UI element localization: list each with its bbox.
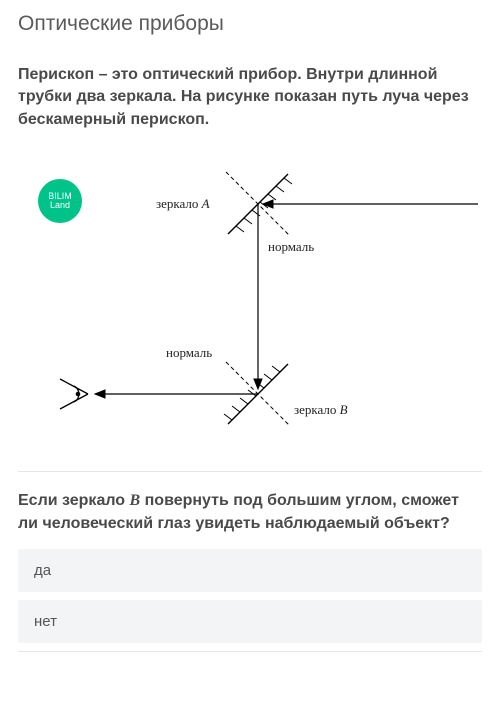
label-mirror-a-letter: A — [202, 196, 210, 211]
answer-yes-button[interactable]: да — [18, 549, 482, 592]
label-mirror-b-letter: B — [340, 402, 348, 417]
periscope-diagram: BILIM Land — [18, 149, 482, 449]
bottom-divider — [18, 651, 482, 652]
question-letter: B — [130, 492, 141, 509]
label-normal-b: нормаль — [166, 345, 212, 361]
question-text: Если зеркало B повернуть под большим угл… — [18, 471, 482, 535]
ray-diagram-svg — [18, 149, 482, 449]
problem-description: Перископ – это оптический прибор. Внутри… — [18, 64, 482, 131]
label-mirror-b-text: зеркало — [294, 402, 340, 417]
page-title: Оптические приборы — [18, 12, 482, 36]
label-normal-a: нормаль — [268, 239, 314, 255]
label-mirror-b: зеркало B — [294, 402, 348, 418]
label-mirror-a: зеркало A — [156, 196, 210, 212]
eye-icon — [60, 379, 88, 409]
question-pre: Если зеркало — [18, 492, 130, 509]
answer-no-button[interactable]: нет — [18, 600, 482, 643]
label-mirror-a-text: зеркало — [156, 196, 202, 211]
